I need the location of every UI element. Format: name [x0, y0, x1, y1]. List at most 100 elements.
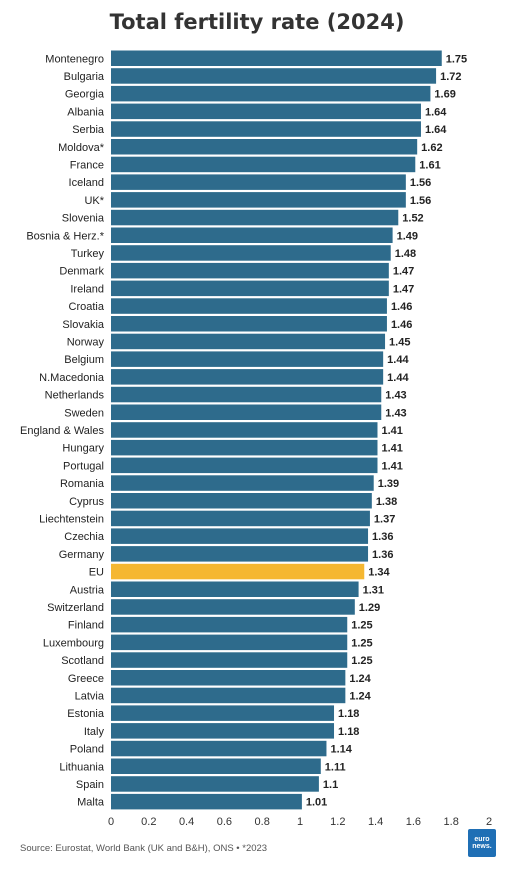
category-label: Luxembourg: [43, 637, 104, 649]
value-label: 1.25: [351, 637, 372, 649]
x-tick-label: 1.6: [406, 816, 421, 828]
category-label: Cyprus: [69, 496, 104, 508]
category-label: Moldova*: [58, 142, 105, 154]
value-label: 1.46: [391, 319, 412, 331]
bar: [111, 50, 442, 66]
x-tick-label: 0.6: [217, 816, 232, 828]
bar: [111, 386, 382, 403]
bar: [111, 369, 384, 385]
x-tick-label: 0.8: [255, 816, 270, 828]
category-label: Poland: [70, 744, 104, 756]
value-label: 1.14: [330, 744, 352, 756]
value-label: 1.29: [359, 602, 380, 614]
category-label: Turkey: [71, 248, 105, 260]
category-label: Slovenia: [62, 213, 105, 225]
bar: [111, 475, 374, 491]
value-label: 1.56: [410, 195, 431, 207]
category-label: Romania: [60, 478, 105, 490]
value-label: 1.72: [440, 71, 461, 83]
bar: [111, 333, 386, 350]
category-label: Lithuania: [59, 761, 105, 773]
x-tick-label: 1.2: [330, 816, 345, 828]
value-label: 1.44: [387, 372, 409, 384]
value-label: 1.25: [351, 655, 372, 667]
category-label: Netherlands: [45, 390, 105, 402]
value-label: 1.18: [338, 708, 359, 720]
bar: [111, 723, 335, 739]
bar: [111, 351, 384, 367]
value-label: 1.62: [421, 142, 442, 154]
bar: [111, 280, 389, 297]
bar: [111, 85, 431, 102]
category-label: UK*: [84, 195, 104, 207]
bar: [111, 192, 406, 208]
category-label: Slovakia: [62, 319, 104, 331]
bar: [111, 298, 387, 314]
bar: [111, 227, 393, 243]
source-note: Source: Eurostat, World Bank (UK and B&H…: [20, 843, 268, 854]
category-label: England & Wales: [20, 425, 104, 437]
bar: [111, 510, 370, 527]
value-label: 1.52: [402, 213, 423, 225]
x-tick-label: 2: [486, 816, 492, 828]
bar: [111, 705, 335, 721]
category-label: Portugal: [63, 460, 104, 472]
value-label: 1.18: [338, 726, 359, 738]
category-label: Malta: [77, 797, 105, 809]
category-label: Denmark: [59, 266, 104, 278]
value-label: 1.75: [446, 53, 467, 65]
value-label: 1.36: [372, 549, 393, 561]
x-tick-label: 0.2: [141, 816, 156, 828]
bar-highlight: [111, 563, 365, 580]
value-label: 1.45: [389, 336, 410, 348]
value-label: 1.44: [387, 354, 409, 366]
category-label: Greece: [68, 673, 104, 685]
category-label: N.Macedonia: [39, 372, 105, 384]
value-label: 1.41: [381, 443, 402, 455]
bar: [111, 634, 348, 651]
value-label: 1.48: [395, 248, 416, 260]
bar: [111, 262, 389, 279]
category-label: Georgia: [65, 89, 105, 101]
category-label: Czechia: [64, 531, 105, 543]
category-label: Bulgaria: [64, 71, 105, 83]
value-label: 1.47: [393, 283, 414, 295]
category-label: Sweden: [64, 407, 104, 419]
chart-title: Total fertility rate (2024): [109, 10, 405, 34]
value-label: 1.38: [376, 496, 397, 508]
x-tick-label: 1.4: [368, 816, 383, 828]
bar: [111, 687, 346, 704]
category-label: Italy: [84, 726, 105, 738]
bar: [111, 174, 406, 190]
category-label: EU: [89, 567, 104, 579]
value-label: 1.01: [306, 797, 327, 809]
value-label: 1.24: [349, 690, 371, 702]
category-label: Ireland: [70, 283, 104, 295]
bar: [111, 616, 348, 633]
x-tick-label: 0: [108, 816, 114, 828]
x-tick-label: 1.8: [444, 816, 459, 828]
bar: [111, 156, 416, 173]
category-label: Austria: [70, 584, 105, 596]
category-label: Liechtenstein: [39, 513, 104, 525]
bar: [111, 740, 327, 757]
value-label: 1.11: [325, 761, 346, 773]
value-label: 1.1: [323, 779, 338, 791]
category-label: Hungary: [62, 443, 104, 455]
bar: [111, 316, 387, 332]
value-label: 1.34: [368, 567, 390, 579]
category-label: Norway: [67, 336, 105, 348]
bar: [111, 528, 369, 544]
euronews-logo: euro news.: [468, 829, 496, 857]
value-label: 1.49: [397, 230, 418, 242]
bar: [111, 422, 378, 438]
category-label: Germany: [59, 549, 105, 561]
value-label: 1.56: [410, 177, 431, 189]
value-label: 1.43: [385, 407, 406, 419]
bar: [111, 404, 382, 420]
value-label: 1.37: [374, 513, 395, 525]
bar: [111, 793, 302, 810]
x-tick-label: 0.4: [179, 816, 194, 828]
bar: [111, 245, 391, 261]
